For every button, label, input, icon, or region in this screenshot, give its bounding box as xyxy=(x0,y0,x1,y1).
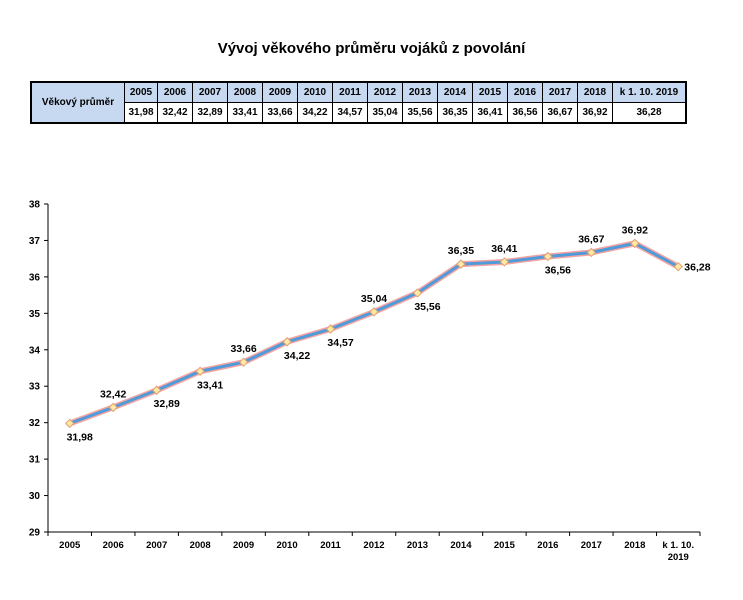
table-year-cell: 2006 xyxy=(157,81,193,103)
line-chart: 29 30 31 32 33 34 35 36 37 38 2005 2006 2007 2008 2009… xyxy=(29,200,711,564)
data-point xyxy=(369,307,379,317)
table-value-cell: 35,56 xyxy=(402,102,438,124)
table-value-cell: 36,41 xyxy=(472,102,508,124)
data-label: 35,56 xyxy=(414,301,440,313)
table-value-cell: 36,56 xyxy=(507,102,543,124)
data-label: 36,67 xyxy=(578,233,604,245)
data-point xyxy=(65,418,75,429)
y-tick-label: 33 xyxy=(29,382,41,393)
table-year-cell: 2017 xyxy=(542,81,578,103)
row-header: Věkový průměr xyxy=(30,81,125,124)
data-point xyxy=(195,366,205,376)
table-value-cell: 33,41 xyxy=(227,102,263,124)
x-tick-label: 2015 xyxy=(494,540,516,551)
x-tick-label: 2018 xyxy=(624,540,645,551)
x-tick-label: 2017 xyxy=(581,540,602,551)
table-year-cell: 2018 xyxy=(577,81,613,103)
table-year-cell: 2007 xyxy=(192,81,228,103)
table-year-cell: 2015 xyxy=(472,81,508,103)
y-tick-label: 30 xyxy=(29,491,41,502)
data-label: 35,04 xyxy=(361,293,387,305)
data-label: 34,22 xyxy=(284,350,310,362)
data-label: 32,42 xyxy=(100,388,126,400)
table-year-cell: 2016 xyxy=(507,81,543,103)
table-value-cell: 36,28 xyxy=(612,102,687,124)
data-point xyxy=(673,261,683,272)
table-value-cell: 32,42 xyxy=(157,102,193,124)
table-value-cell: 32,89 xyxy=(192,102,228,124)
y-tick-label: 35 xyxy=(29,309,41,320)
data-point xyxy=(499,257,510,267)
table-value-cell: 31,98 xyxy=(124,102,158,124)
data-point xyxy=(630,238,640,249)
table-year-cell: 2013 xyxy=(402,81,438,103)
x-tick-label: 2005 xyxy=(59,540,81,551)
x-tick-label: 2011 xyxy=(320,540,341,551)
x-tick-label: 2014 xyxy=(450,540,472,551)
y-tick-label: 32 xyxy=(29,418,41,429)
series-line-outline xyxy=(68,240,680,427)
x-tick-label: 2013 xyxy=(407,540,428,551)
table-value-cell: 36,35 xyxy=(437,102,473,124)
x-tick-label: 2007 xyxy=(146,540,167,551)
x-tick-label: 2009 xyxy=(233,540,254,551)
y-tick-label: 29 xyxy=(29,528,41,539)
data-label: 36,35 xyxy=(448,245,474,257)
page-title: Vývoj věkového průměru vojáků z povolání xyxy=(217,40,526,57)
y-tick-label: 37 xyxy=(29,236,41,247)
table-year-cell: 2010 xyxy=(297,81,333,103)
table-value-cell: 34,22 xyxy=(297,102,333,124)
data-point xyxy=(456,259,466,269)
x-tick-label: 2008 xyxy=(190,540,211,551)
data-label: 31,98 xyxy=(67,431,93,443)
y-tick-label: 34 xyxy=(29,345,41,356)
table-year-cell: 2011 xyxy=(332,81,368,103)
x-tick-label: 2012 xyxy=(363,540,384,551)
data-point xyxy=(586,247,597,258)
table-year-cell: 2014 xyxy=(437,81,473,103)
data-point xyxy=(325,324,336,334)
data-point xyxy=(238,357,249,367)
y-tick-label: 36 xyxy=(29,272,41,283)
data-label: 36,28 xyxy=(684,262,710,274)
table-header-row: Věkový průměr 2005 2006 2007 2008 2009 2010 20… xyxy=(30,81,687,124)
table-value-cell: 33,66 xyxy=(262,102,298,124)
table-year-cell: k 1. 10. 2019 xyxy=(612,81,687,103)
table-value-cell: 35,04 xyxy=(367,102,403,124)
data-point xyxy=(412,288,423,298)
data-label: 36,41 xyxy=(491,243,517,255)
series-line xyxy=(69,241,679,425)
x-tick-label: k 1. 10. xyxy=(662,540,694,551)
table-year-cell: 2012 xyxy=(367,81,403,103)
x-tick-label: 2019 xyxy=(668,552,689,563)
data-point xyxy=(282,337,292,347)
data-label: 33,41 xyxy=(197,379,223,391)
table-value-cell: 36,67 xyxy=(542,102,578,124)
x-tick-label: 2006 xyxy=(103,540,124,551)
data-label: 36,92 xyxy=(622,224,648,236)
table-year-cell: 2008 xyxy=(227,81,263,103)
data-point xyxy=(151,385,162,395)
table-value-cell: 34,57 xyxy=(332,102,368,124)
x-tick-label: 2010 xyxy=(276,540,297,551)
data-label: 36,56 xyxy=(545,264,571,276)
table-value-cell: 36,92 xyxy=(577,102,613,124)
data-label: 33,66 xyxy=(230,343,256,355)
data-point xyxy=(543,251,553,262)
age-table: Věkový průměr 2005 2006 2007 2008 2009 2010 20… xyxy=(30,81,687,124)
x-tick-label: 2016 xyxy=(537,540,558,551)
data-label: 32,89 xyxy=(154,398,180,410)
data-point xyxy=(108,402,118,413)
table-year-cell: 2009 xyxy=(262,81,298,103)
y-tick-label: 38 xyxy=(29,200,41,211)
data-label: 34,57 xyxy=(327,337,353,349)
table-values-row: 31,98 32,42 32,89 33,41 33,66 34,22 34,57 35,04… xyxy=(31,102,687,124)
y-tick-label: 31 xyxy=(29,455,41,466)
table-year-cell: 2005 xyxy=(124,81,158,103)
